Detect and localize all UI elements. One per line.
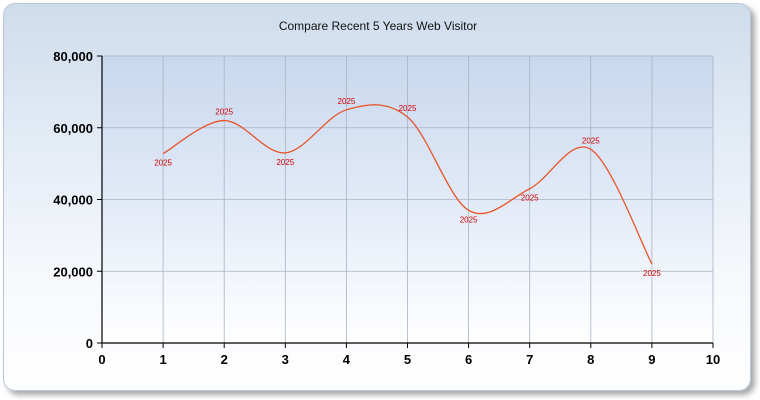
data-label: 2025 [460, 215, 478, 224]
x-tick-label: 6 [465, 352, 472, 367]
tick-labels: 0 1 2 3 4 5 6 7 8 9 10 0 20,000 40,000 60,000 80,000 [53, 49, 720, 367]
data-label: 2025 [582, 136, 600, 145]
chart-title: Compare Recent 5 Years Web Visitor [279, 19, 477, 33]
data-label: 2025 [643, 269, 661, 278]
data-labels: 2025 2025 2025 2025 2025 2025 2025 2025 2025 [154, 97, 661, 278]
y-tick-label: 20,000 [53, 264, 93, 279]
y-tick-label: 80,000 [53, 49, 93, 64]
x-tick-label: 9 [648, 352, 655, 367]
data-label: 2025 [399, 104, 417, 113]
grid-lines [101, 55, 714, 344]
y-tick-label: 0 [86, 336, 93, 351]
x-tick-label: 3 [282, 352, 289, 367]
x-tick-label: 0 [98, 352, 105, 367]
axes [97, 55, 714, 348]
x-tick-label: 7 [526, 352, 533, 367]
data-label: 2025 [276, 158, 294, 167]
data-label: 2025 [154, 159, 172, 168]
series-layer [162, 104, 653, 265]
data-label: 2025 [338, 97, 356, 106]
y-tick-label: 40,000 [53, 193, 93, 208]
x-tick-label: 8 [587, 352, 594, 367]
y-tick-label: 60,000 [53, 121, 93, 136]
series-line [162, 104, 653, 265]
x-tick-label: 1 [159, 352, 166, 367]
data-label: 2025 [215, 108, 233, 117]
x-tick-label: 2 [221, 352, 228, 367]
x-tick-label: 5 [404, 352, 411, 367]
x-tick-label: 4 [343, 352, 351, 367]
data-label: 2025 [521, 194, 539, 203]
x-tick-label: 10 [706, 352, 720, 367]
